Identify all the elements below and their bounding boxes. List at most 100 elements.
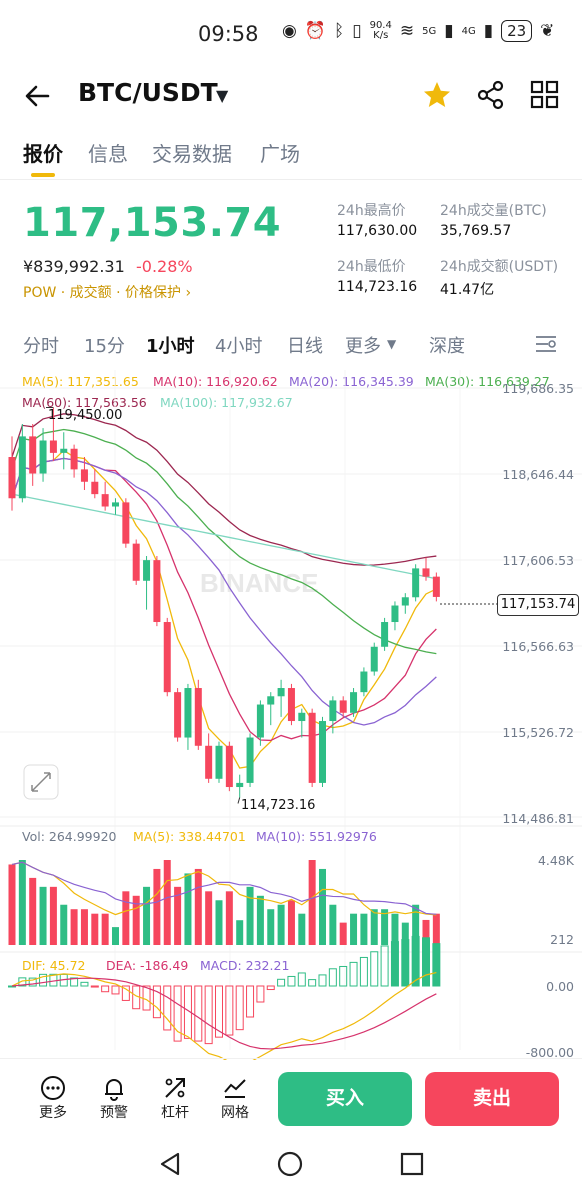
- vibrate-icon: ▯: [352, 21, 362, 41]
- candle-body: [174, 692, 182, 738]
- leaf-icon: ❦: [540, 21, 555, 41]
- macd-bar: [328, 968, 337, 987]
- tag-pow[interactable]: POW: [23, 285, 57, 301]
- interval-tabs: 分时 15分 1小时 4小时 日线 更多 ▼ 深度: [0, 330, 582, 362]
- favorite-star-icon[interactable]: [422, 80, 452, 114]
- more-label: 更多: [39, 1105, 67, 1121]
- interval-more[interactable]: 更多: [345, 336, 381, 357]
- candle-body: [350, 692, 358, 713]
- candle-body: [122, 502, 130, 544]
- back-button[interactable]: [22, 80, 54, 112]
- vol-btc-label: 24h成交量(BTC): [440, 203, 547, 219]
- volume-bar: [163, 860, 171, 945]
- nav-recents-icon[interactable]: [398, 1150, 426, 1178]
- candle-body: [91, 481, 99, 495]
- buy-button[interactable]: 买入: [278, 1072, 412, 1126]
- candle-body: [112, 502, 119, 507]
- ma30-label: MA(30): 116,639.27: [425, 374, 550, 389]
- signal-icon-2: ▮: [483, 21, 494, 41]
- interval-1h[interactable]: 1小时: [146, 336, 195, 357]
- ma20-label: MA(20): 116,345.39: [289, 374, 414, 389]
- macd-bar: [359, 956, 368, 987]
- tag-price-protection[interactable]: 价格保护: [125, 285, 182, 301]
- macd-bar: [173, 985, 182, 1042]
- grid-menu-icon[interactable]: [530, 80, 560, 114]
- pair-title[interactable]: BTC/USDT: [78, 78, 218, 107]
- macd-bar: [90, 985, 99, 988]
- caret-down-icon[interactable]: ▼: [387, 337, 397, 351]
- macd-bar: [142, 985, 151, 1011]
- macd-bar: [215, 985, 223, 1038]
- volume-bar: [132, 895, 140, 945]
- volume-bar: [8, 864, 16, 945]
- candle-body: [339, 700, 347, 713]
- price-axis-label: 115,526.72: [502, 725, 574, 740]
- ma60-label: MA(60): 117,563.56: [22, 395, 147, 410]
- kline-chart[interactable]: BINANCE: [0, 360, 582, 1060]
- dif-line: [11, 972, 437, 1060]
- macd-dif-label: DIF: 45.72: [22, 958, 86, 973]
- volume-bar: [287, 900, 295, 945]
- interval-time[interactable]: 分时: [23, 336, 59, 357]
- price-change: -0.28%: [136, 257, 193, 276]
- signal-icon: ▮: [444, 21, 454, 41]
- volume-bar: [422, 919, 430, 945]
- interval-4h[interactable]: 4小时: [215, 336, 263, 357]
- volume-bar: [70, 909, 78, 945]
- candle-body: [360, 671, 368, 693]
- macd-bar: [266, 985, 275, 991]
- price-axis-label: 118,646.44: [502, 467, 574, 482]
- candle-body: [49, 440, 57, 453]
- indicator-settings-icon[interactable]: [534, 332, 558, 360]
- volume-bar: [122, 891, 130, 945]
- vol-usdt-label: 24h成交额(USDT): [440, 259, 559, 275]
- chevron-right-icon[interactable]: ›: [185, 285, 192, 301]
- network-speed: 90.4 K/s: [369, 20, 392, 41]
- volume-bar: [381, 909, 389, 945]
- alert-button[interactable]: 预警: [89, 1072, 139, 1122]
- nav-home-icon[interactable]: [276, 1150, 304, 1178]
- candle-body: [194, 688, 202, 746]
- tab-quote[interactable]: 报价: [23, 142, 63, 166]
- candle-body: [401, 597, 409, 606]
- leverage-button[interactable]: 杠杆: [150, 1072, 200, 1122]
- interval-1d[interactable]: 日线: [287, 336, 323, 357]
- nav-back-icon[interactable]: [156, 1150, 184, 1178]
- status-icons: ◉ ⏰ ᛒ ▯ 90.4 K/s ≋ 5G ▮ 4G ▮ 23 ❦: [282, 20, 554, 42]
- tag-volume[interactable]: 成交额: [69, 285, 112, 301]
- bell-icon: [89, 1072, 139, 1102]
- volume-bar: [153, 868, 161, 945]
- candle-body: [39, 440, 47, 474]
- volume-bar: [256, 895, 264, 945]
- macd-dea-label: DEA: -186.49: [106, 958, 189, 973]
- candle-body: [308, 712, 316, 783]
- tag-row: POW · 成交额 · 价格保护 ›: [23, 285, 192, 301]
- caret-down-icon[interactable]: ▼: [216, 86, 229, 105]
- candle-body: [246, 737, 254, 783]
- tab-trading-data[interactable]: 交易数据: [152, 142, 232, 166]
- candle-body: [370, 646, 378, 672]
- tab-square[interactable]: 广场: [260, 142, 300, 166]
- share-icon[interactable]: [476, 80, 506, 114]
- interval-depth[interactable]: 深度: [429, 336, 465, 357]
- volume-bar: [267, 909, 275, 945]
- volume-bar: [39, 886, 47, 945]
- candle-body: [215, 745, 223, 779]
- system-nav-bar: [0, 1140, 582, 1200]
- volume-bar: [215, 900, 223, 945]
- macd-bar: [163, 985, 172, 1031]
- volume-bar: [360, 913, 368, 945]
- volume-bar: [101, 913, 109, 945]
- more-button[interactable]: 更多: [28, 1072, 78, 1122]
- macd-bar: [370, 951, 379, 987]
- macd-bar: [380, 945, 389, 987]
- last-price: 117,153.74: [23, 200, 282, 246]
- volume-bar: [391, 913, 399, 945]
- volume-bar: [329, 904, 337, 945]
- candle-body: [60, 448, 68, 453]
- sell-button[interactable]: 卖出: [425, 1072, 559, 1126]
- grid-trading-button[interactable]: 网格: [210, 1072, 260, 1122]
- tab-info[interactable]: 信息: [88, 142, 128, 166]
- interval-15m[interactable]: 15分: [84, 336, 125, 357]
- candle-body: [132, 543, 140, 581]
